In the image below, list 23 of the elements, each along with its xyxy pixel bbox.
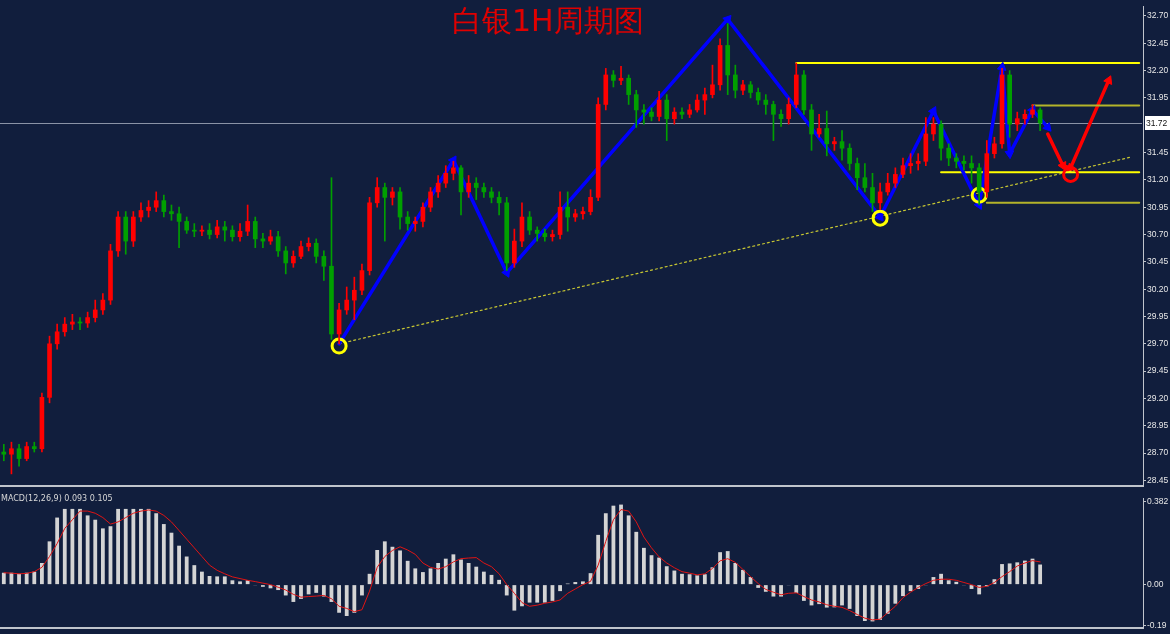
y-tick-label: 32.70 [1147,10,1169,21]
y-tick-label: 29.20 [1147,392,1169,403]
y-tick-label: 31.20 [1147,174,1169,185]
y-tick-label: 28.70 [1147,447,1169,458]
y-tick-label: 30.70 [1147,228,1169,239]
y-tick-label: 29.45 [1147,365,1169,376]
ref-line-label: 31.72 [1146,117,1168,128]
y-tick-label: 32.20 [1147,64,1169,75]
y-tick-label: 30.20 [1147,283,1169,294]
y-tick-label: 29.70 [1147,338,1169,349]
y-tick-label: 30.45 [1147,256,1169,267]
y-tick-label: 0.382 [1147,496,1169,507]
y-tick-label: 0.00 [1147,578,1164,589]
chart-title: MACD(12,26,9) 0.093 0.105 [1,494,113,504]
chart-title: 白银1H周期图 [452,3,644,39]
y-tick-label: 28.45 [1147,474,1169,485]
y-tick-label: 29.95 [1147,310,1169,321]
y-tick-label: 32.45 [1147,37,1169,48]
y-tick-label: 28.95 [1147,420,1169,431]
y-tick-label: 30.95 [1147,201,1169,212]
y-tick-label: -0.19 [1147,620,1167,631]
y-tick-label: 31.45 [1147,146,1169,157]
y-tick-label: 31.95 [1147,92,1169,103]
